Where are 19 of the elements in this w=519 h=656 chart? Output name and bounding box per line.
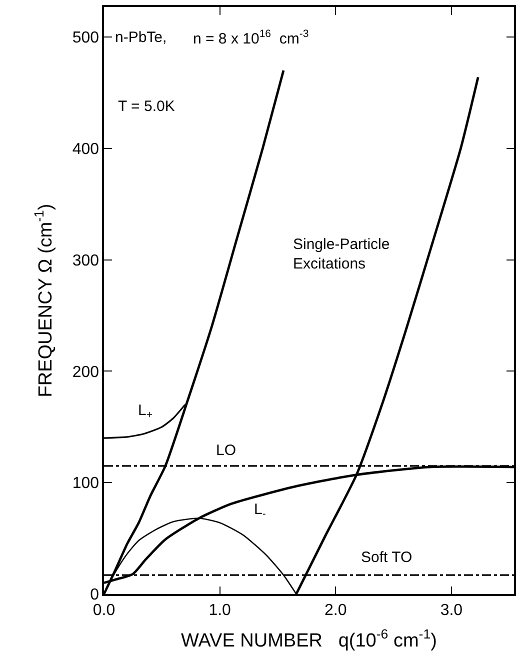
annotation: Single-Particle Excitations bbox=[293, 236, 390, 272]
ref-line-label: Soft TO bbox=[361, 549, 412, 566]
annotation: n = 8 x 10$^{16}$ cm$^{-3}$ bbox=[193, 28, 309, 48]
annotation: T = 5.0K bbox=[118, 98, 175, 115]
y-tick-label: 100 bbox=[72, 475, 100, 492]
annotation: L$_{-}$ bbox=[254, 501, 266, 520]
y-tick-label: 400 bbox=[72, 141, 100, 158]
y-tick-label: 300 bbox=[72, 252, 100, 270]
y-tick-label: 500 bbox=[72, 30, 100, 47]
annotation: n-PbTe, bbox=[115, 29, 167, 46]
x-tick-label: 2.0 bbox=[324, 602, 347, 619]
y-tick-label: 0 bbox=[90, 586, 100, 604]
ref-line-label: LO bbox=[216, 442, 236, 459]
x-tick-label: 0.0 bbox=[92, 602, 116, 619]
x-tick-label: 3.0 bbox=[440, 602, 463, 619]
x-axis-title: WAVE NUMBER q(10$^{-6}$ cm$^{-1}$) bbox=[181, 626, 437, 652]
y-tick-label: 200 bbox=[72, 364, 100, 381]
annotation: L$_{+}$ bbox=[138, 402, 152, 422]
x-tick-label: 1.0 bbox=[208, 602, 232, 619]
